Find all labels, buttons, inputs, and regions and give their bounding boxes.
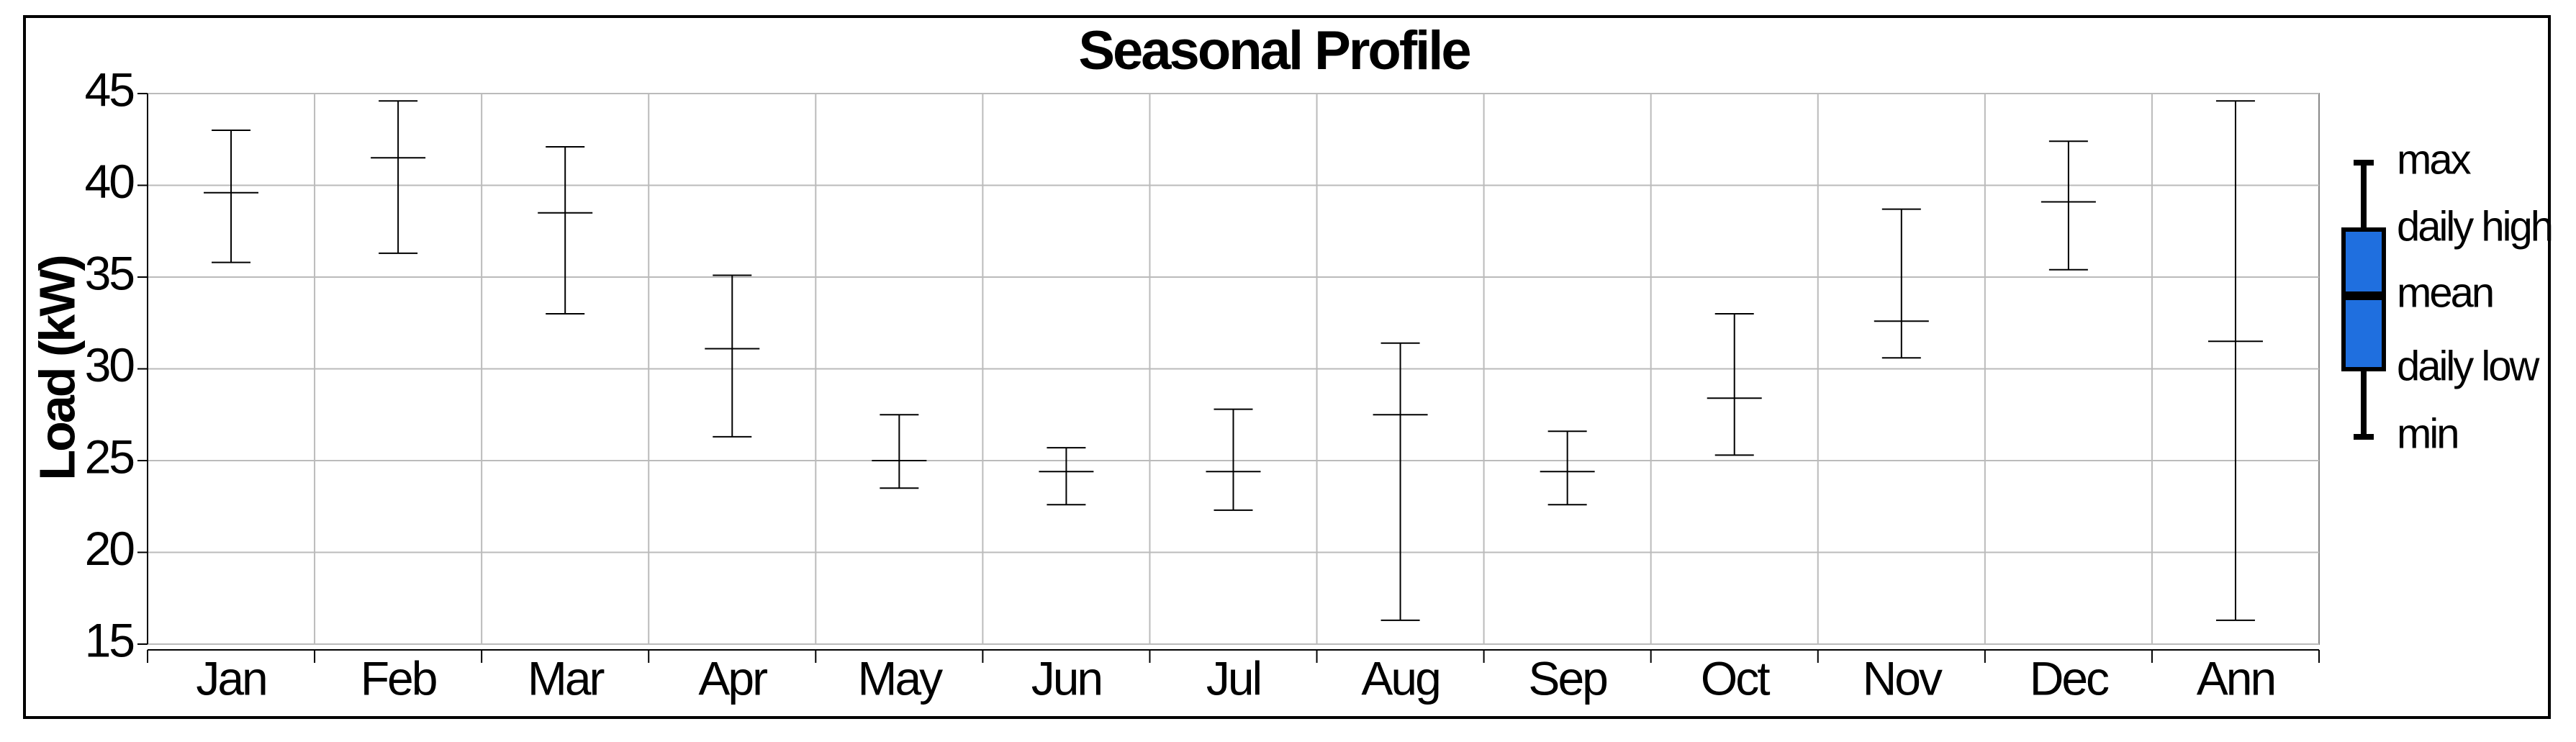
y-axis-label: Load (kW): [29, 256, 85, 480]
y-tick-label: 40: [85, 155, 135, 208]
x-tick-label: Jul: [1206, 651, 1260, 705]
x-tick-label: Oct: [1701, 651, 1770, 705]
frame: [23, 15, 2551, 719]
x-tick-label: Jan: [196, 651, 266, 705]
x-tick-label: Dec: [2030, 651, 2109, 705]
y-tick-label: 35: [85, 246, 134, 299]
legend-label: daily low: [2397, 343, 2541, 389]
x-tick-label: Jun: [1031, 651, 1101, 705]
x-tick-label: Mar: [528, 651, 605, 705]
y-tick-label: 25: [85, 430, 134, 483]
legend-label: max: [2397, 136, 2472, 183]
legend-label: daily high: [2397, 203, 2552, 250]
y-tick-label: 45: [85, 63, 134, 116]
x-tick-label: Feb: [361, 651, 436, 705]
x-tick-label: Sep: [1528, 651, 1606, 705]
y-tick-label: 30: [85, 338, 135, 392]
x-tick-label: Aug: [1361, 651, 1439, 705]
y-tick-label: 20: [85, 522, 135, 575]
chart-title: Seasonal Profile: [1078, 20, 1470, 81]
x-tick-label: Ann: [2197, 651, 2274, 705]
legend-label: min: [2397, 410, 2457, 457]
legend-label: mean: [2397, 269, 2493, 316]
x-tick-label: May: [858, 651, 944, 705]
x-tick-label: Apr: [698, 651, 767, 705]
x-tick-label: Nov: [1863, 651, 1943, 705]
y-tick-label: 15: [85, 613, 134, 666]
